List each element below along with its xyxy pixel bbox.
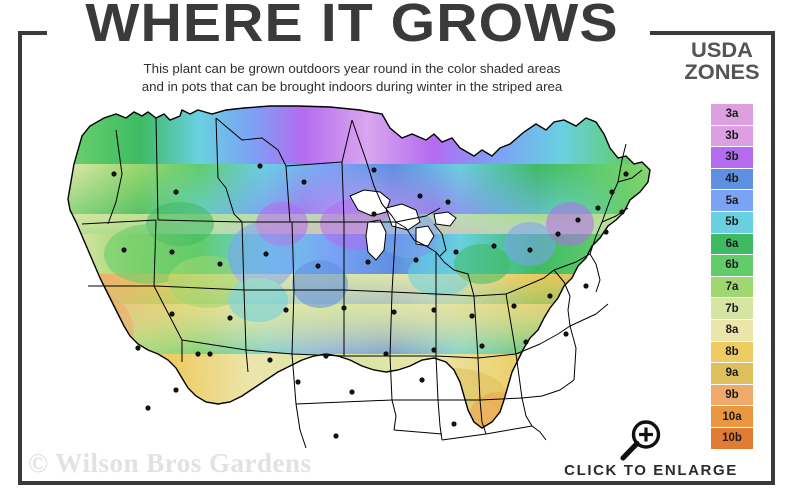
zone-swatch-3a-0: 3a bbox=[711, 104, 753, 126]
hardiness-zone-map-svg[interactable] bbox=[30, 104, 680, 459]
frame-left-border bbox=[18, 31, 22, 485]
zone-swatch-label: 10a bbox=[722, 410, 742, 423]
frame-top-right-border bbox=[650, 31, 775, 35]
zone-swatch-label: 6b bbox=[725, 259, 739, 272]
zone-swatch-9a-12: 9a bbox=[711, 363, 753, 385]
usda-zones-heading: USDA ZONES bbox=[660, 40, 785, 84]
zone-swatch-label: 3b bbox=[725, 129, 739, 142]
zone-swatch-3b-1: 3b bbox=[711, 125, 753, 148]
zone-swatch-label: 8a bbox=[725, 324, 739, 337]
usda-zone-legend: 3a 3b 3b 4b 5a 5b 6a 6b 7a 7b 8a 8b 9a 9b 10a 10b bbox=[711, 104, 753, 450]
click-to-enlarge-label[interactable]: CLICK TO ENLARGE bbox=[564, 462, 738, 479]
zone-swatch-7b-9: 7b bbox=[711, 298, 753, 320]
zone-swatch-3b-2: 3b bbox=[711, 147, 753, 169]
zone-swatch-6a-6: 6a bbox=[711, 233, 753, 256]
watermark: © Wilson Bros Gardens bbox=[28, 448, 312, 478]
zone-swatch-label: 10b bbox=[722, 432, 742, 445]
city-dots bbox=[111, 163, 629, 439]
zone-swatch-5a-4: 5a bbox=[711, 190, 753, 212]
zone-swatch-label: 5b bbox=[725, 216, 739, 229]
usda-zones-heading-line-1: USDA bbox=[691, 39, 753, 62]
zone-swatch-label: 9b bbox=[725, 389, 739, 402]
zone-swatch-9b-13: 9b bbox=[711, 384, 753, 407]
map-color-field bbox=[68, 106, 650, 428]
zone-swatch-label: 7a bbox=[725, 281, 739, 294]
frame-bottom-border bbox=[18, 481, 775, 485]
zone-swatch-label: 6a bbox=[725, 237, 739, 250]
zone-swatch-8a-10: 8a bbox=[711, 319, 753, 342]
zone-swatch-label: 4b bbox=[725, 173, 739, 186]
zone-swatch-5b-5: 5b bbox=[711, 211, 753, 234]
subtitle-line-1: This plant can be grown outdoors year ro… bbox=[143, 61, 561, 76]
zone-swatch-label: 5a bbox=[725, 194, 739, 207]
zone-swatch-label: 8b bbox=[725, 345, 739, 358]
zone-swatch-10a-14: 10a bbox=[711, 406, 753, 428]
zone-swatch-8b-11: 8b bbox=[711, 341, 753, 364]
zone-swatch-label: 7b bbox=[725, 302, 739, 315]
frame-right-border bbox=[771, 31, 775, 485]
zone-swatch-label: 3a bbox=[725, 108, 739, 121]
hardiness-zone-map[interactable] bbox=[30, 104, 680, 459]
us-outline bbox=[67, 105, 651, 429]
zone-swatch-label: 3b bbox=[725, 151, 739, 164]
zone-swatch-10b-15: 10b bbox=[711, 427, 753, 450]
zone-swatch-7a-8: 7a bbox=[711, 276, 753, 299]
subtitle: This plant can be grown outdoors year ro… bbox=[52, 60, 652, 96]
usda-zones-heading-line-2: ZONES bbox=[684, 61, 760, 84]
state-boundaries bbox=[81, 117, 643, 449]
subtitle-line-2: and in pots that can be brought indoors … bbox=[141, 79, 563, 94]
frame-top-left-border bbox=[18, 31, 47, 35]
magnifier-plus-icon[interactable] bbox=[618, 418, 664, 462]
zone-swatch-6b-7: 6b bbox=[711, 255, 753, 277]
page-title: WHERE IT GROWS bbox=[85, 0, 619, 53]
zone-swatch-label: 9a bbox=[725, 367, 739, 380]
zone-swatch-4b-3: 4b bbox=[711, 168, 753, 191]
